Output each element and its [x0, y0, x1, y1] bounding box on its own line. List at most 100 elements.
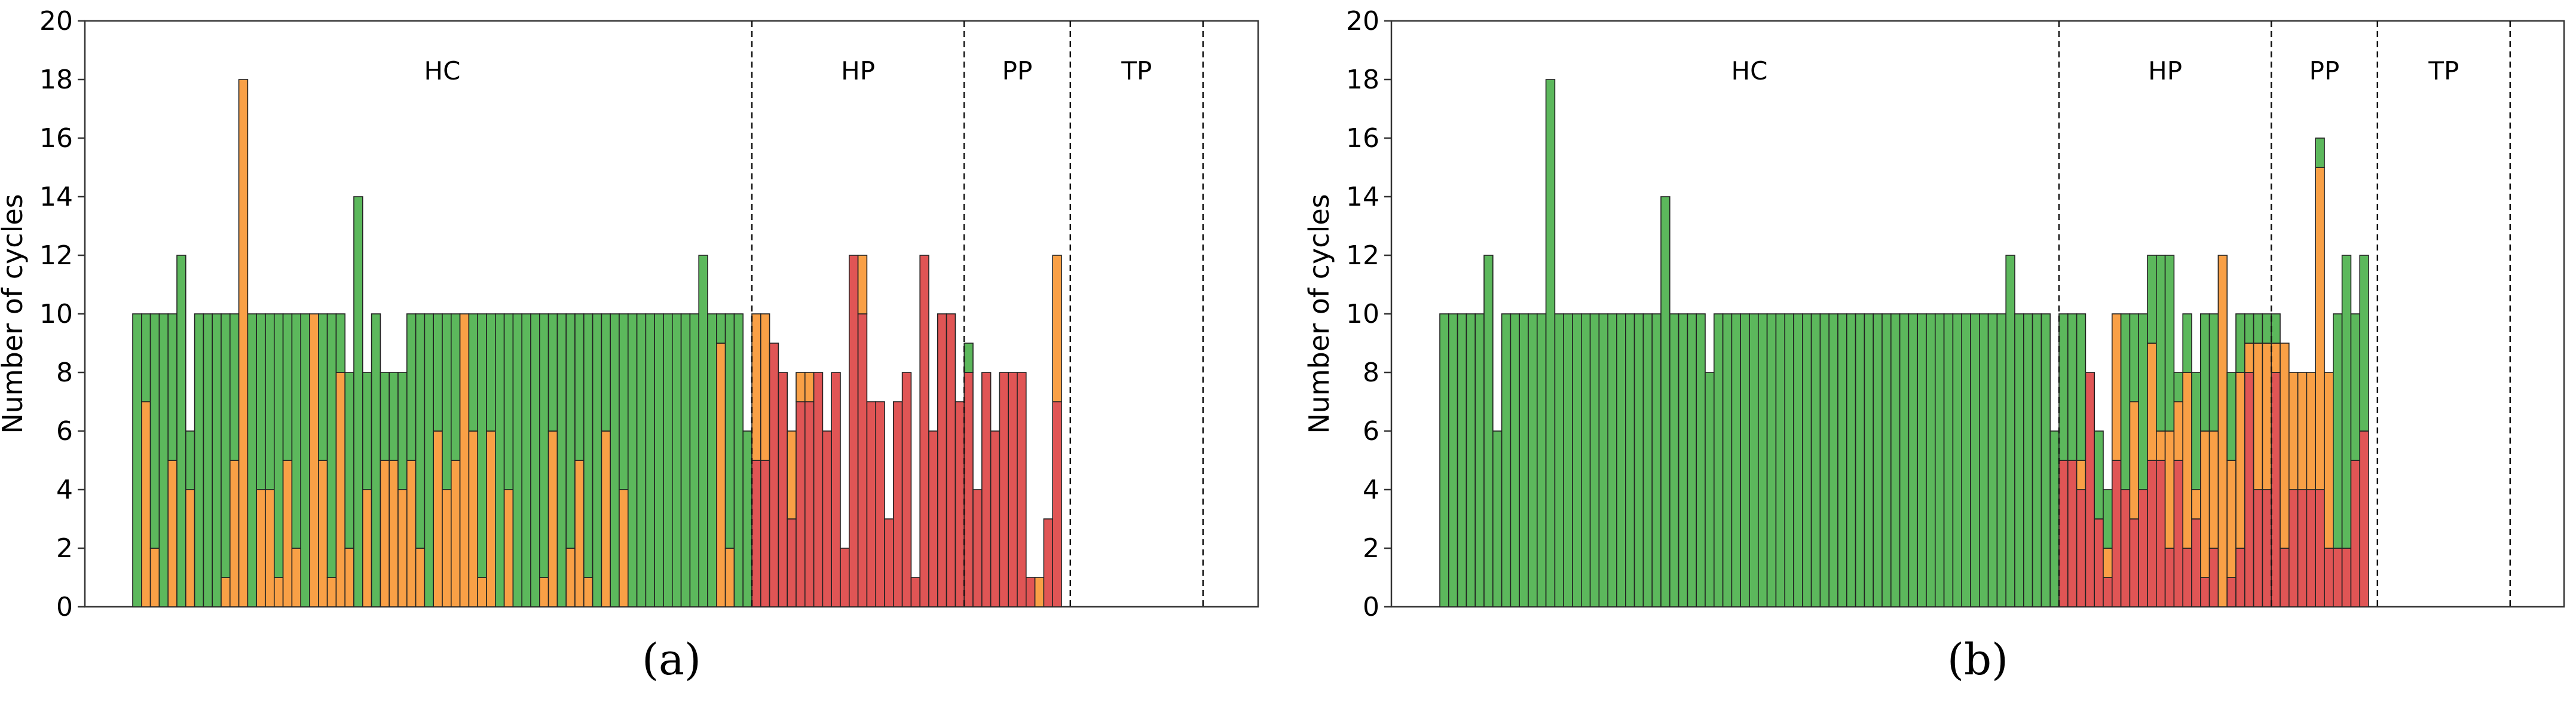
bar-segment-green	[1979, 313, 1989, 607]
bar-segment-green	[2014, 313, 2024, 607]
bar-segment-green	[1581, 313, 1591, 607]
bar-segment-orange	[450, 460, 461, 607]
bar-segment-green	[1563, 313, 1573, 607]
y-tick-label-b: 10	[1346, 299, 1379, 329]
bar-segment-green	[724, 313, 735, 549]
bar-segment-red	[2271, 372, 2281, 607]
bar-segment-green	[167, 313, 178, 461]
bar-segment-orange	[442, 489, 452, 607]
bar-segment-green	[141, 313, 151, 402]
bar-segment-orange	[362, 489, 372, 607]
bar-segment-green	[733, 313, 744, 607]
bar-segment-green	[273, 313, 284, 578]
bar-segment-green	[1466, 313, 1476, 607]
bar-segment-green	[2129, 313, 2139, 402]
bar-segment-red	[2262, 489, 2272, 607]
bar-segment-green	[477, 313, 487, 578]
bar-segment-green	[583, 313, 593, 578]
y-tick-label-a: 18	[39, 65, 73, 95]
bar-segment-orange	[2253, 343, 2263, 490]
bar-segment-orange	[2200, 430, 2210, 578]
bar-segment-green	[1616, 313, 1626, 607]
bar-segment-green	[406, 313, 417, 461]
bar-segment-red	[919, 255, 929, 607]
bar-segment-orange	[141, 401, 151, 607]
bar-segment-green	[716, 313, 726, 344]
bar-segment-green	[1572, 313, 1582, 607]
bar-segment-green	[1625, 313, 1635, 607]
bar-segment-green	[1917, 313, 1927, 607]
bar-segment-orange	[265, 489, 275, 607]
bar-segment-red	[857, 313, 868, 607]
bar-segment-orange	[724, 548, 735, 607]
bar-segment-red	[831, 372, 841, 607]
bar-segment-green	[1731, 313, 1741, 607]
bar-segment-green	[1775, 313, 1785, 607]
bar-segment-green	[2173, 372, 2183, 402]
bar-segment-green	[1545, 79, 1556, 607]
panel-b-chart: 0 2 4 6 8 10 12 14 16 18 20 Number of cycles HC HP PP T…	[1303, 6, 2565, 685]
bar-segment-orange	[2262, 343, 2272, 490]
bar-segment-red	[2076, 489, 2087, 607]
bar-segment-green	[2067, 313, 2078, 461]
bar-segment-green	[424, 313, 435, 607]
bar-segment-green	[1501, 313, 1512, 607]
region-label-hc: HC	[1731, 56, 1768, 85]
bar-segment-orange	[221, 577, 231, 607]
bar-segment-green	[468, 313, 479, 432]
bar-segment-green	[1696, 313, 1706, 607]
bar-segment-red	[2306, 489, 2316, 607]
y-tick-label-a: 14	[39, 182, 73, 212]
bar-segment-green	[2253, 313, 2263, 344]
bar-segment-red	[866, 401, 877, 607]
bar-segment-green	[2262, 313, 2272, 344]
bar-segment-green	[2350, 313, 2360, 461]
bar-segment-orange	[2129, 401, 2139, 520]
bar-segment-orange	[796, 372, 806, 402]
region-label-pp: PP	[1002, 56, 1033, 85]
bar-segment-orange	[2289, 372, 2299, 490]
region-label-hp: HP	[2148, 56, 2182, 85]
bar-segment-green	[963, 343, 974, 373]
bar-segment-green	[1899, 313, 1910, 607]
bar-segment-green	[610, 313, 620, 607]
bar-segment-green	[1846, 313, 1856, 607]
bar-segment-red	[928, 430, 938, 607]
bar-segment-green	[2333, 313, 2343, 549]
bar-segment-green	[556, 313, 567, 607]
bar-segment-orange	[273, 577, 284, 607]
bar-segment-orange	[619, 489, 629, 607]
y-tick-label-a: 12	[39, 240, 73, 271]
y-tick-label-a: 20	[39, 6, 73, 36]
bar-segment-green	[1810, 313, 1821, 607]
bar-segment-orange	[2182, 372, 2192, 549]
bar-segment-green	[680, 313, 691, 607]
bar-segment-green	[521, 313, 531, 607]
bar-segment-orange	[380, 460, 390, 607]
y-tick-label-a: 16	[39, 123, 73, 154]
bar-segment-orange	[2306, 372, 2316, 490]
bar-segment-green	[221, 313, 231, 578]
bar-segment-green	[2005, 255, 2015, 607]
bar-segment-orange	[2208, 430, 2219, 549]
bar-segment-green	[689, 313, 700, 607]
bar-segment-green	[1651, 313, 1662, 607]
bar-segment-green	[1519, 313, 1529, 607]
region-label-hc: HC	[424, 56, 461, 85]
bar-segment-red	[2067, 460, 2078, 607]
bar-segment-green	[2076, 313, 2087, 461]
bar-segment-orange	[760, 313, 770, 461]
bar-segment-orange	[468, 430, 479, 607]
bar-segment-red	[778, 372, 788, 607]
bar-segment-green	[2359, 255, 2369, 432]
bar-segment-green	[2103, 489, 2113, 549]
bar-segment-green	[1961, 313, 1971, 607]
bar-segment-green	[707, 313, 717, 607]
bar-segment-orange	[2271, 343, 2281, 373]
bar-segment-green	[574, 313, 585, 461]
bar-segment-red	[2182, 548, 2192, 607]
bar-segment-green	[2191, 372, 2201, 490]
bar-segment-green	[2208, 313, 2219, 432]
bar-segment-orange	[2103, 548, 2113, 578]
bar-segment-orange	[2164, 430, 2175, 549]
